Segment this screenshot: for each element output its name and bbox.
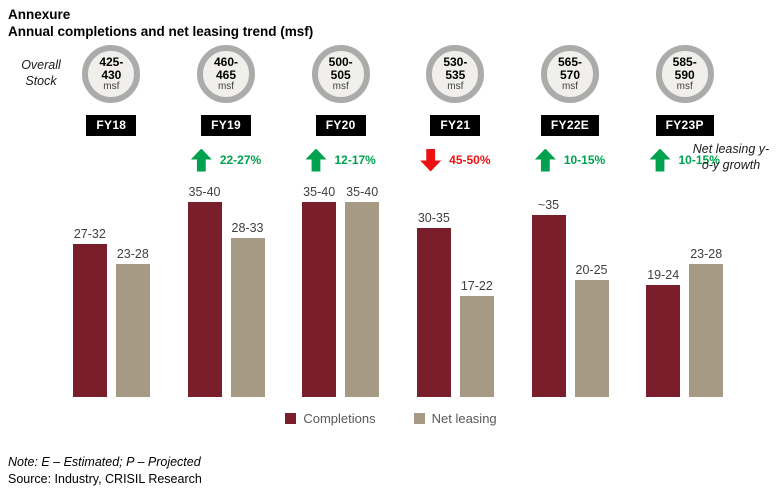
up-arrow-icon [534,148,556,172]
overall-stock-badge-fy20: 500- 505 msf [311,45,370,103]
overall-stock-label: Overall Stock [21,58,61,88]
chart-column-fy23p: 585- 590 msf FY23P 10-15% 19-24 23-28 [627,45,742,397]
stock-range: 460- [213,55,239,69]
overall-stock-badge-fy23p: 585- 590 msf [655,45,714,103]
bar-completions-fy20 [302,202,337,397]
legend-label-completions: Completions [303,411,376,426]
chart-column-fy22e: 565- 570 msf FY22E 10-15% ~35 20-25 [513,45,628,397]
source-note: Source: Industry, CRISIL Research [8,472,202,486]
chart-column-fy21: 530- 535 msf FY21 45-50% 30-35 17-22 [398,45,513,397]
overall-stock-badge-fy19: 460- 465 msf [197,45,255,103]
bar-net-leasing-fy23p [689,264,724,397]
bar-net-leasing-fy20 [345,202,380,397]
growth-indicator-fy21: 45-50% [420,148,491,172]
stock-range: 430 [101,67,122,82]
page-subtitle: Annual completions and net leasing trend… [8,24,314,39]
growth-value: 10-15% [678,153,720,167]
stock-unit: msf [676,81,693,92]
legend-swatch-completions [285,413,297,424]
footnote: Note: E – Estimated; P – Projected [8,455,201,469]
bar-value-label-completions-fy19: 35-40 [188,185,221,199]
net-leasing-growth-label: Net leasing y-o-y growth [692,142,770,172]
bar-net-leasing-fy19 [230,238,265,397]
bar-completions-fy22e [531,215,566,397]
fy-label-fy23p: FY23P [655,115,714,136]
bar-value-label-net-leasing-fy19: 28-33 [231,221,264,235]
legend-item-net-leasing: Net leasing [413,411,497,426]
stock-range: 590 [674,67,695,82]
chart-column-fy19: 460- 465 msf FY19 22-27% 35-40 28-33 [169,45,284,397]
growth-indicator-fy20: 12-17% [305,148,376,172]
bar-value-label-net-leasing-fy23p: 23-28 [690,247,723,261]
growth-indicator-fy23p: 10-15% [649,148,720,172]
bar-net-leasing-fy18 [115,264,150,397]
growth-value: 12-17% [334,153,376,167]
overall-stock-badge-fy18: 425- 430 msf [82,45,141,103]
stock-unit: msf [561,81,579,92]
stock-unit: msf [332,81,349,92]
bar-value-label-completions-fy21: 30-35 [417,211,450,225]
stock-range: 530- [443,55,468,69]
bar-value-label-completions-fy18: 27-32 [73,227,106,241]
legend-swatch-net-leasing [413,413,425,424]
chart-columns: 425- 430 msf FY18 27-32 23-28 460- 465 msf FY19 22… [54,45,742,397]
growth-value: 10-15% [563,153,606,167]
overall-stock-badge-fy22e: 565- 570 msf [541,45,600,103]
bar-completions-fy19 [187,202,222,397]
stock-range: 465 [215,67,237,82]
chart-column-fy20: 500- 505 msf FY20 12-17% 35-40 35-40 [283,45,398,397]
annual-completions-chart: Overall Stock Net leasing y-o-y growth 4… [8,45,774,397]
bar-completions-fy18 [72,244,107,397]
stock-range: 505 [330,67,351,82]
fy-label-fy18: FY18 [86,115,137,136]
stock-range: 585- [672,55,697,69]
growth-value: 45-50% [449,153,491,167]
stock-range: 500- [328,55,353,69]
up-arrow-icon [190,148,212,172]
bar-value-label-completions-fy23p: 19-24 [647,268,680,282]
fy-label-fy21: FY21 [430,115,481,136]
legend-label-net-leasing: Net leasing [431,411,497,426]
bar-value-label-net-leasing-fy21: 17-22 [460,279,493,293]
legend-item-completions: Completions [285,411,376,426]
chart-column-fy18: 425- 430 msf FY18 27-32 23-28 [54,45,169,397]
footer: Note: E – Estimated; P – Projected Sourc… [8,454,774,488]
up-arrow-icon [305,148,327,172]
bar-value-label-completions-fy22e: ~35 [537,198,560,212]
bar-net-leasing-fy22e [574,280,609,397]
bar-completions-fy21 [416,228,451,397]
down-arrow-icon [420,148,442,172]
stock-range: 425- [99,55,124,69]
stock-range: 570 [560,67,581,82]
up-arrow-icon [649,148,671,172]
stock-unit: msf [447,81,464,92]
bar-value-label-completions-fy20: 35-40 [303,185,336,199]
growth-indicator-fy19: 22-27% [190,148,262,172]
stock-range: 535 [445,67,466,82]
fy-label-fy22e: FY22E [540,115,600,136]
stock-range: 565- [558,55,583,69]
legend: Completions Net leasing [8,411,774,426]
overall-stock-badge-fy21: 530- 535 msf [426,45,485,103]
bar-completions-fy23p [646,285,681,397]
bar-value-label-net-leasing-fy20: 35-40 [346,185,379,199]
fy-label-fy19: FY19 [201,115,251,136]
bar-value-label-net-leasing-fy22e: 20-25 [575,263,608,277]
page-title: Annexure [8,7,71,22]
growth-value: 22-27% [219,153,262,167]
bar-value-label-net-leasing-fy18: 23-28 [116,247,149,261]
stock-unit: msf [217,81,235,92]
growth-indicator-fy22e: 10-15% [534,148,606,172]
bar-net-leasing-fy21 [459,296,494,397]
fy-label-fy20: FY20 [315,115,366,136]
stock-unit: msf [103,81,120,92]
